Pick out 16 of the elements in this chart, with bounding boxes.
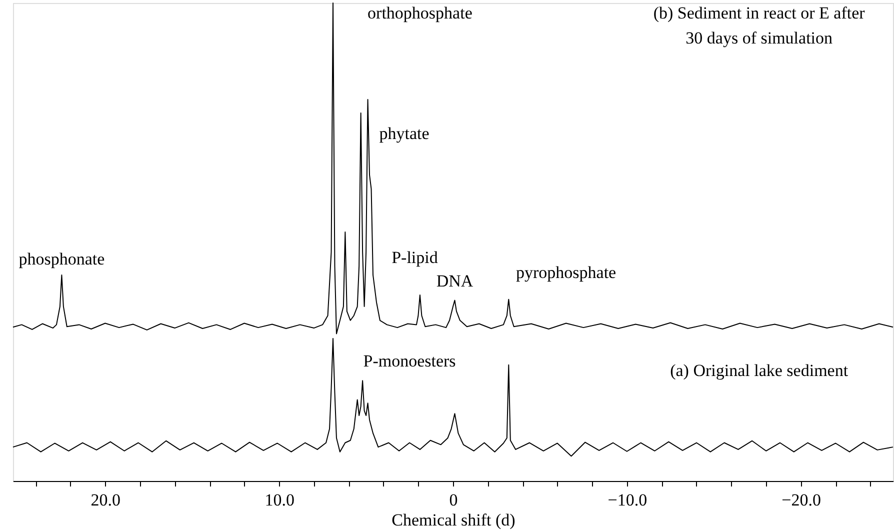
x-tick-label: 20.0	[90, 490, 121, 510]
x-axis-title: Chemical shift (d)	[392, 510, 516, 530]
annotation: (b) Sediment in react or E after	[653, 4, 866, 23]
annotation: phytate	[379, 124, 430, 143]
annotation: P-monoesters	[363, 352, 456, 370]
x-tick-label: 10.0	[264, 490, 294, 510]
annotation: (a) Original lake sediment	[670, 361, 848, 380]
annotation: phosphonate	[18, 250, 105, 269]
x-tick-label: −10.0	[608, 490, 648, 510]
annotation: 30 days of simulation	[686, 28, 834, 48]
x-tick-label: 0	[449, 490, 458, 510]
annotation: DNA	[436, 272, 474, 291]
annotation: pyrophosphate	[516, 263, 616, 282]
x-tick-label: −20.0	[782, 490, 821, 510]
annotation: orthophosphate	[368, 4, 472, 23]
annotation: P-lipid	[392, 248, 438, 267]
